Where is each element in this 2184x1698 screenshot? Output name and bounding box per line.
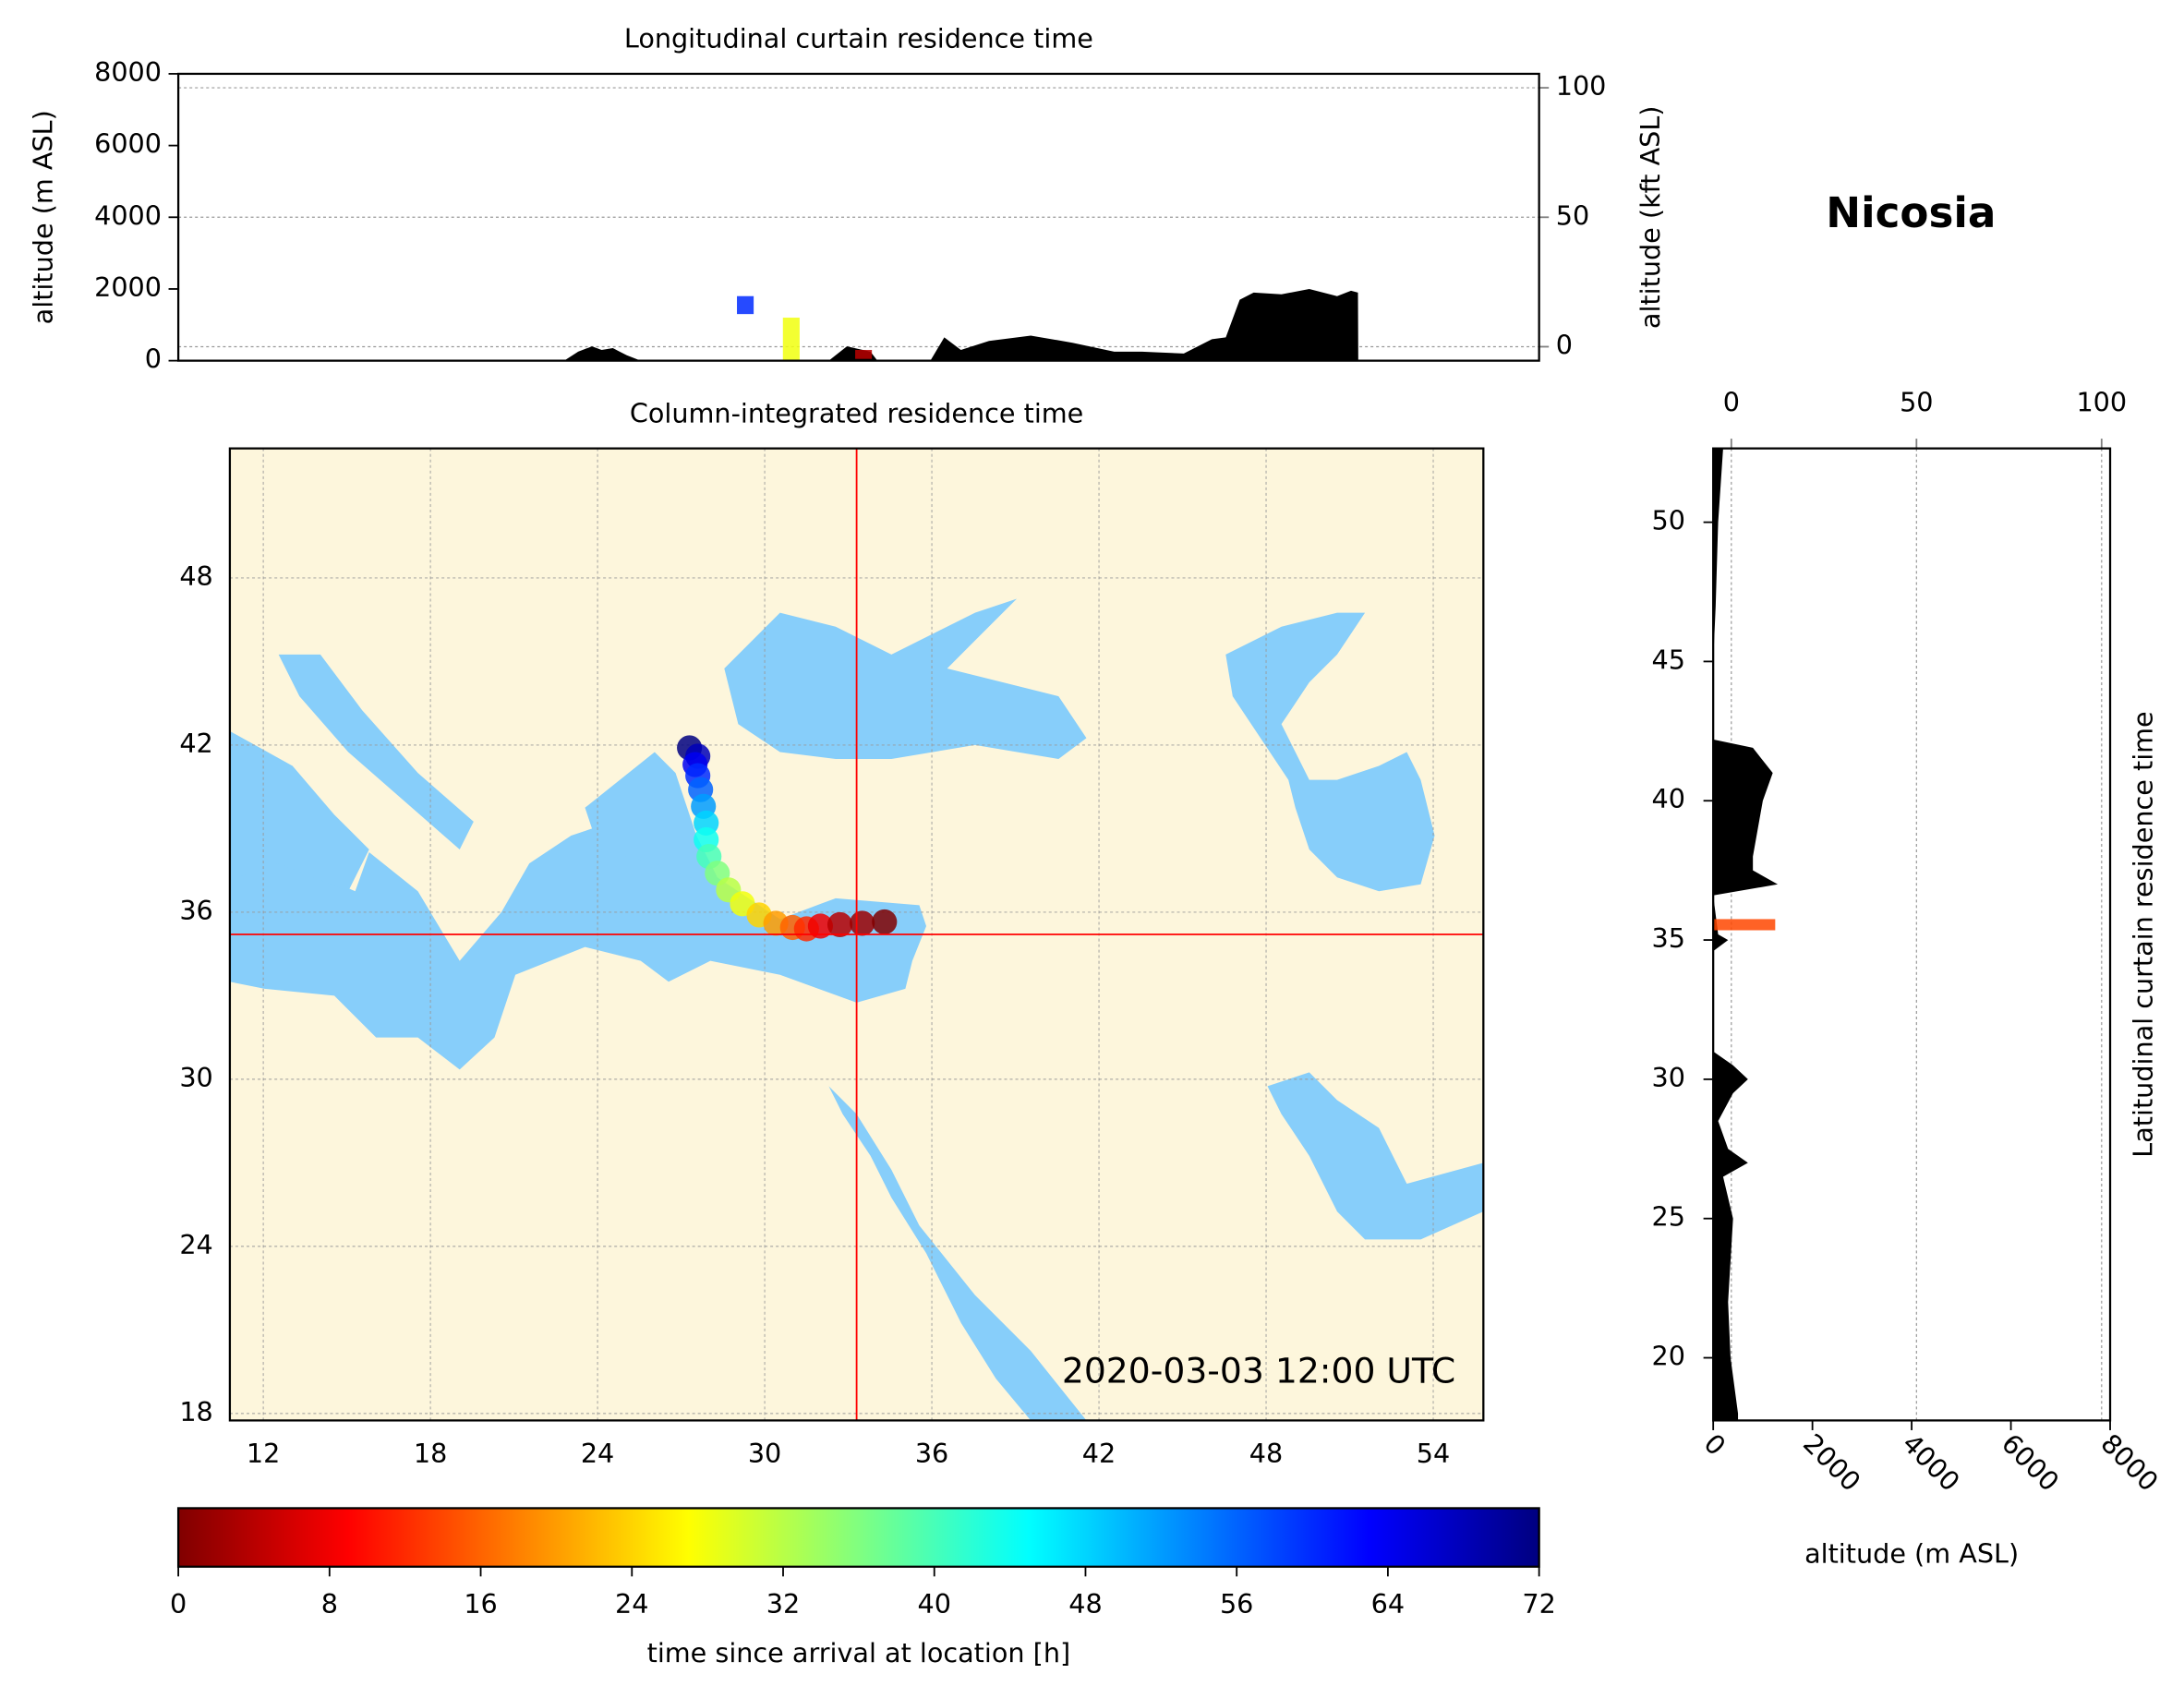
plume-column xyxy=(855,349,873,359)
x-tick-label: 8000 xyxy=(2094,1427,2165,1498)
plume-track xyxy=(677,735,898,942)
y2-tick-label: 100 xyxy=(1556,70,1607,102)
axes-frame xyxy=(1712,447,2112,1422)
terrain-area xyxy=(1713,448,1779,1421)
y-tick-label: 35 xyxy=(1652,922,1685,954)
colorbar-tick-label: 64 xyxy=(1371,1588,1405,1620)
axes-title: Column-integrated residence time xyxy=(630,397,1083,428)
y-tick-label: 8000 xyxy=(94,56,162,88)
y2-tick-label: 0 xyxy=(1556,329,1573,360)
colorbar-tick-label: 72 xyxy=(1522,1588,1555,1620)
y2-tick-label: 50 xyxy=(1556,199,1589,231)
y-tick-label: 25 xyxy=(1652,1201,1685,1233)
y-tick-label: 0 xyxy=(145,343,162,375)
x-tick-label: 2000 xyxy=(1797,1427,1867,1498)
axes-title: Longitudinal curtain residence time xyxy=(624,23,1093,54)
y-tick-label: 48 xyxy=(179,560,212,592)
x-tick-label: 36 xyxy=(915,1438,948,1469)
plume-column xyxy=(782,318,800,361)
sea-area xyxy=(229,730,369,892)
y-tick-label: 18 xyxy=(179,1396,212,1427)
figure-title: Nicosia xyxy=(1826,188,1996,237)
y-tick-label: 2000 xyxy=(94,271,162,303)
axes-frame xyxy=(228,447,1485,1422)
plume-column xyxy=(1713,919,1776,931)
sea-area xyxy=(828,1086,1087,1421)
sea xyxy=(229,598,1484,1421)
axes-frame xyxy=(176,72,1540,362)
colorbar-tick-label: 32 xyxy=(766,1588,800,1620)
sea-area xyxy=(1267,1072,1484,1240)
x-tick-label: 42 xyxy=(1082,1438,1116,1469)
x-tick-label: 24 xyxy=(581,1438,614,1469)
y-tick-label: 20 xyxy=(1652,1341,1685,1372)
y-tick-label: 50 xyxy=(1652,505,1685,536)
x-tick-label: 48 xyxy=(1249,1438,1283,1469)
plume-point xyxy=(827,911,853,938)
y-axis-label: Latitudinal curtain residence time xyxy=(2128,711,2159,1157)
colorbar-tick-label: 8 xyxy=(321,1588,338,1620)
colorbar-tick-label: 40 xyxy=(918,1588,951,1620)
timestamp: 2020-03-03 12:00 UTC xyxy=(1062,1351,1455,1391)
x2-tick-label: 50 xyxy=(1900,386,1933,417)
terrain-area xyxy=(563,288,1358,361)
x-tick-label: 12 xyxy=(247,1438,280,1469)
sea-area xyxy=(278,654,474,850)
y-tick-label: 30 xyxy=(179,1062,212,1093)
colorbar-gradient xyxy=(178,1508,1539,1567)
x2-tick-label: 0 xyxy=(1723,386,1740,417)
y-tick-label: 42 xyxy=(179,728,212,759)
y-tick-label: 4000 xyxy=(94,199,162,231)
colorbar-tick-label: 48 xyxy=(1068,1588,1102,1620)
y-tick-label: 45 xyxy=(1652,644,1685,675)
y-tick-label: 6000 xyxy=(94,128,162,160)
colorbar-label: time since arrival at location [h] xyxy=(647,1637,1071,1668)
x-tick-label: 54 xyxy=(1417,1438,1450,1469)
colorbar-tick-label: 56 xyxy=(1220,1588,1253,1620)
y-axis-label: altitude (m ASL) xyxy=(27,110,58,324)
plume-point xyxy=(850,910,875,936)
x-tick-label: 4000 xyxy=(1896,1427,1966,1498)
y-tick-label: 24 xyxy=(179,1229,212,1260)
sea-area xyxy=(585,752,725,892)
x-tick-label: 30 xyxy=(748,1438,781,1469)
x-axis-label: altitude (m ASL) xyxy=(1804,1538,2019,1570)
y-tick-label: 30 xyxy=(1652,1062,1685,1093)
x-tick-label: 6000 xyxy=(1996,1427,2066,1498)
x2-tick-label: 100 xyxy=(2076,386,2127,417)
colorbar-tick-label: 0 xyxy=(170,1588,187,1620)
sea-area xyxy=(1225,612,1435,892)
y-tick-label: 40 xyxy=(1652,783,1685,814)
sea-area xyxy=(229,821,927,1070)
x-tick-label: 0 xyxy=(1698,1427,1732,1462)
colorbar-tick-label: 24 xyxy=(615,1588,648,1620)
y-tick-label: 36 xyxy=(179,895,212,926)
plume-column xyxy=(737,295,754,315)
plume-point xyxy=(807,913,833,939)
axes-frame xyxy=(176,1507,1540,1568)
y2-axis-label: altitude (kft ASL) xyxy=(1635,106,1666,330)
x-tick-label: 18 xyxy=(414,1438,447,1469)
colorbar-tick-label: 16 xyxy=(464,1588,497,1620)
plume-point xyxy=(872,909,898,935)
sea-area xyxy=(724,598,1087,759)
